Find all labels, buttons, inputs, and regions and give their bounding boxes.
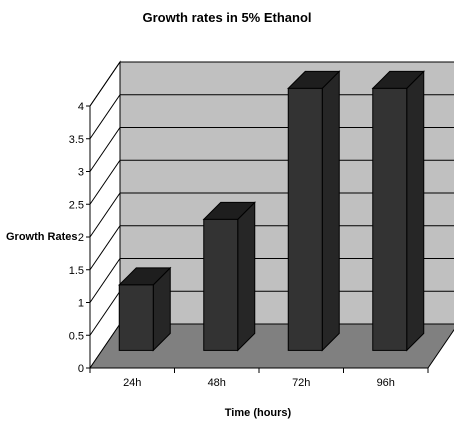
bar bbox=[118, 284, 154, 351]
gridline bbox=[89, 225, 454, 271]
bar bbox=[372, 87, 408, 351]
bar bbox=[287, 87, 323, 351]
y-tick-label: 1.5 bbox=[69, 265, 84, 277]
bar bbox=[203, 218, 239, 351]
gridline bbox=[89, 61, 454, 107]
gridline bbox=[89, 159, 454, 205]
y-tick-label: 3 bbox=[78, 167, 84, 179]
bar-side bbox=[237, 201, 256, 352]
y-tick-label: 1 bbox=[78, 298, 84, 310]
plot-area: 0 0.5 1 1.5 2 2.5 3 3.5 4 24h 48h 72h 96h bbox=[69, 60, 454, 389]
x-tick-label: 96h bbox=[377, 377, 395, 389]
y-tick-label: 2 bbox=[78, 232, 84, 244]
y-tick-label: 2.5 bbox=[69, 199, 84, 211]
bar-side bbox=[406, 70, 425, 352]
y-tick-label: 0.5 bbox=[69, 330, 84, 342]
x-axis-title: Time (hours) bbox=[225, 407, 292, 419]
x-tick-label: 48h bbox=[208, 377, 226, 389]
gridline bbox=[89, 192, 454, 238]
gridline bbox=[89, 94, 454, 140]
x-tick-label: 24h bbox=[123, 377, 141, 389]
y-tick-label: 0 bbox=[78, 363, 84, 375]
y-tick-label: 3.5 bbox=[69, 134, 84, 146]
gridline bbox=[89, 127, 454, 172]
x-tick-label: 72h bbox=[292, 377, 310, 389]
bar-side bbox=[321, 70, 340, 352]
y-axis-title: Growth Rates bbox=[6, 231, 78, 243]
gridline bbox=[89, 258, 454, 303]
chart-title: Growth rates in 5% Ethanol bbox=[142, 10, 311, 25]
y-tick-label: 4 bbox=[78, 101, 84, 113]
